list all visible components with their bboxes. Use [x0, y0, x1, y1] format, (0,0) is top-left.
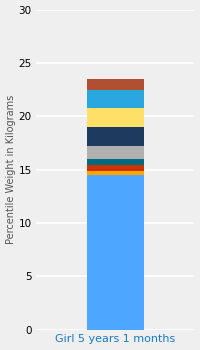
Bar: [87, 159, 144, 165]
Bar: [87, 127, 144, 146]
Bar: [87, 108, 144, 127]
Bar: [87, 90, 144, 108]
Bar: [87, 175, 144, 330]
Bar: [87, 146, 144, 159]
Y-axis label: Percentile Weight in Kilograms: Percentile Weight in Kilograms: [6, 95, 16, 244]
Bar: [87, 171, 144, 175]
Bar: [87, 79, 144, 90]
Bar: [87, 165, 144, 171]
